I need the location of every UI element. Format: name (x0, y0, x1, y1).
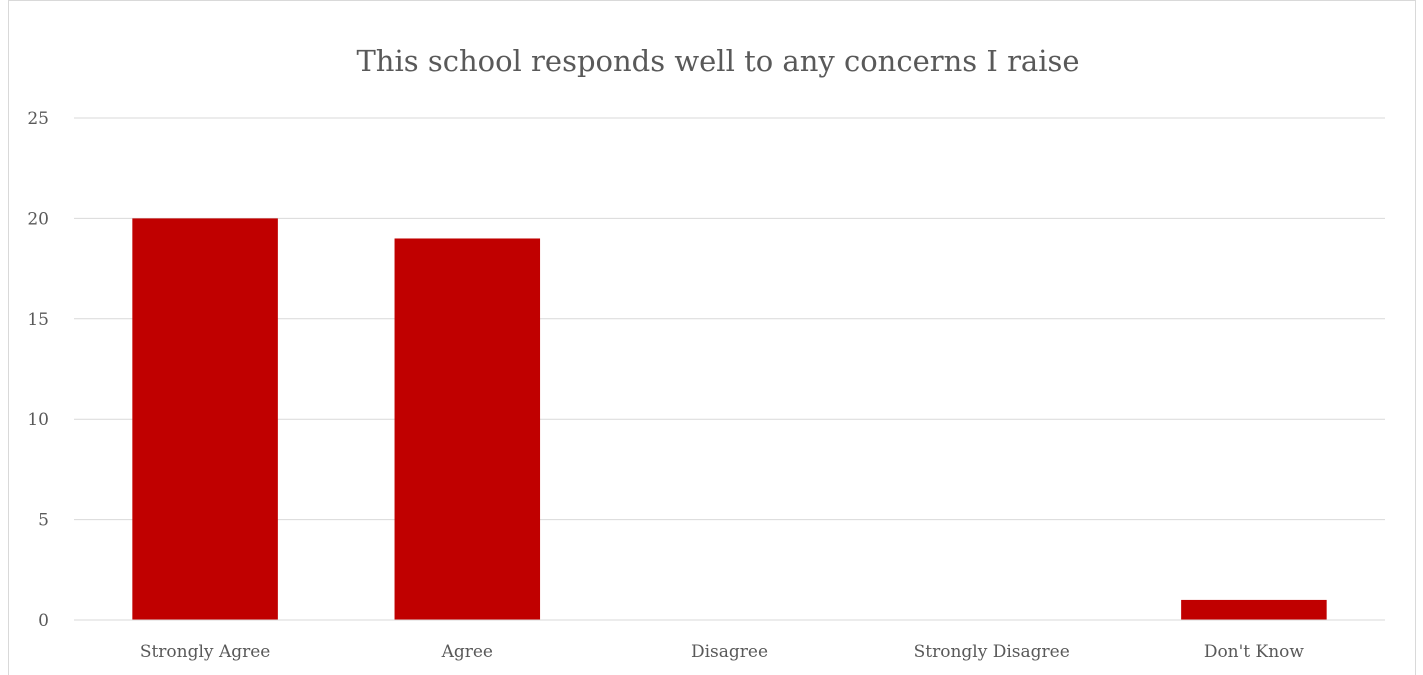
bars (132, 218, 1327, 621)
x-tick-label: Don't Know (1204, 642, 1305, 662)
y-tick-label: 10 (27, 410, 49, 430)
y-tick-label: 5 (38, 511, 49, 531)
y-axis-ticks: 0 5 10 15 20 25 (27, 109, 49, 631)
y-tick-label: 20 (27, 209, 49, 229)
x-tick-label: Disagree (691, 642, 768, 662)
bar-agree (394, 238, 541, 621)
bar-don-t-know (1181, 599, 1327, 620)
x-tick-label: Strongly Agree (140, 642, 271, 662)
y-tick-label: 25 (27, 109, 49, 129)
x-axis-ticks: Strongly Agree Agree Disagree Strongly Disa… (140, 642, 1305, 662)
x-tick-label: Agree (441, 642, 493, 662)
y-tick-label: 15 (27, 310, 49, 330)
bar-strongly-agree (132, 218, 278, 620)
y-tick-label: 0 (38, 611, 49, 631)
gridlines (74, 117, 1385, 521)
x-tick-label: Strongly Disagree (914, 642, 1070, 662)
chart-title: This school responds well to any concern… (356, 44, 1079, 78)
